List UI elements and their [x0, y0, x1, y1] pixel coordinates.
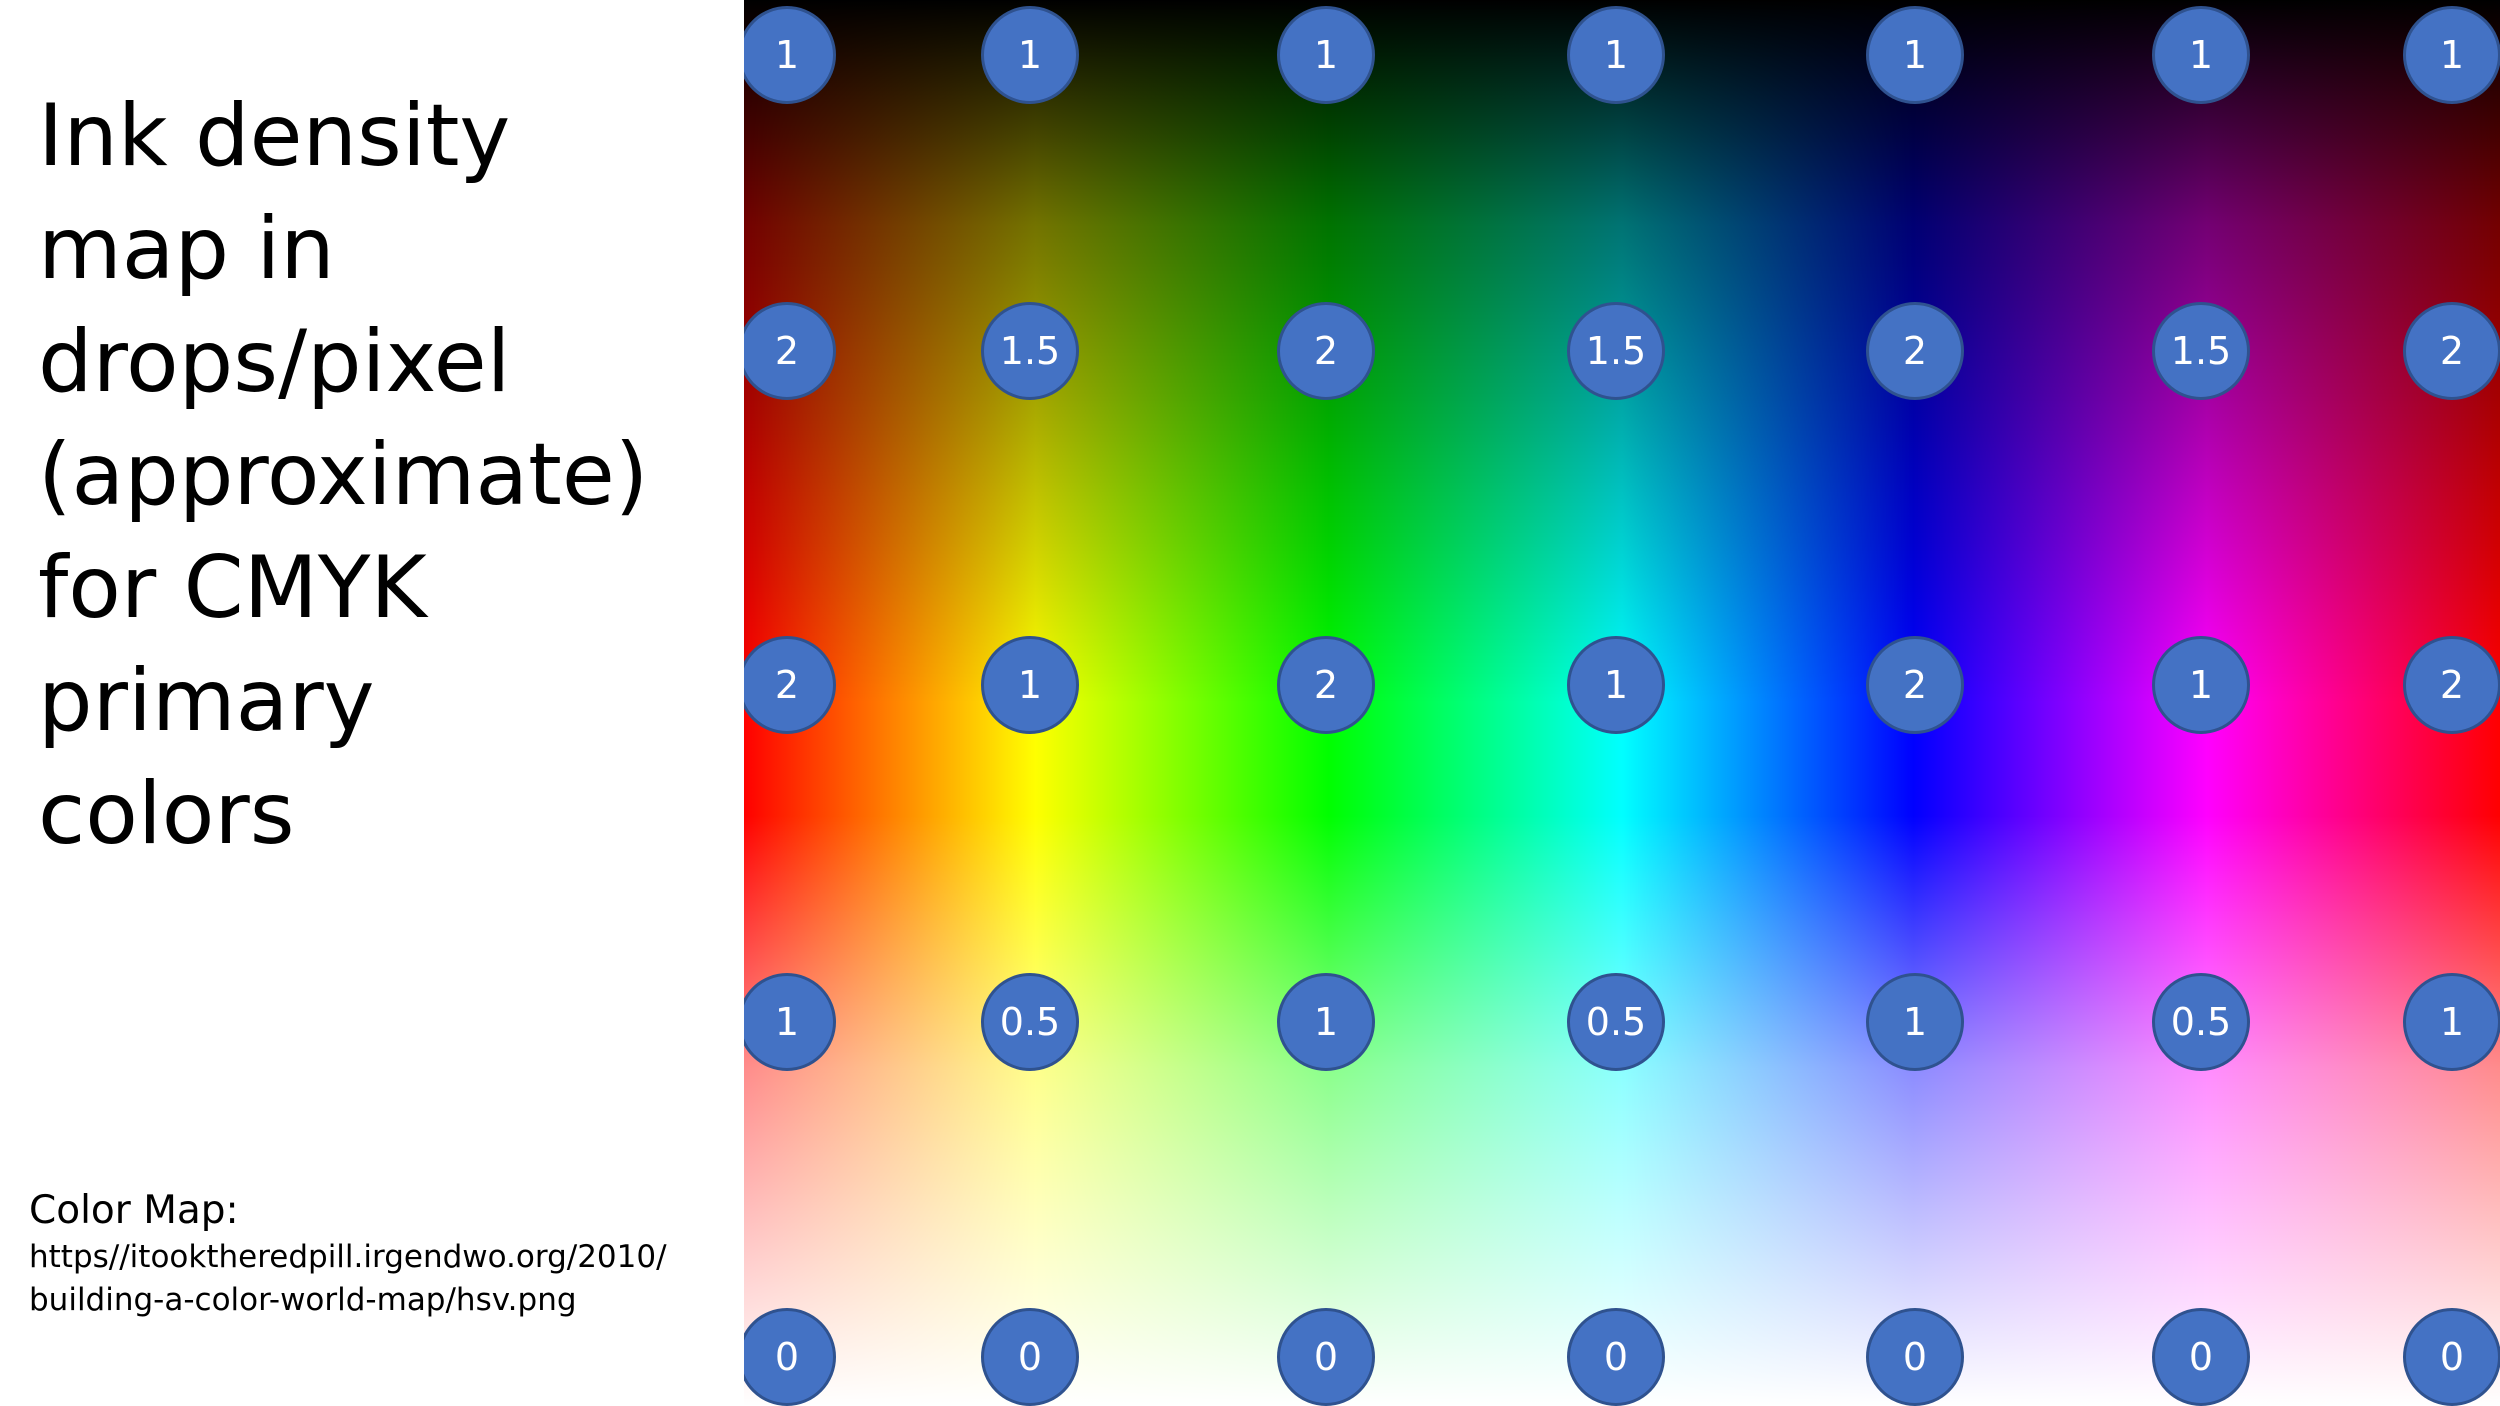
ink-density-marker: 0.5: [981, 973, 1079, 1071]
ink-density-marker: 0: [2152, 1308, 2250, 1406]
ink-density-marker: 1.5: [1567, 302, 1665, 400]
ink-density-marker: 1: [744, 6, 836, 104]
ink-density-marker: 1: [1866, 973, 1964, 1071]
ink-density-marker: 2: [744, 636, 836, 734]
ink-density-marker: 2: [2403, 302, 2500, 400]
ink-density-marker: 0: [1567, 1308, 1665, 1406]
ink-density-marker: 1: [2152, 636, 2250, 734]
ink-density-marker: 0.5: [2152, 973, 2250, 1071]
title-line: (approximate): [38, 425, 649, 525]
hsv-color-map: 1 1 1 1 1 1 1 2 1.5 2 1.5 2 1.5 2 2 1 2 1 2 1 2 1 0.5 1 0.5 1 0.5 1…: [744, 0, 2500, 1406]
ink-density-marker: 0: [1277, 1308, 1375, 1406]
title-line: colors: [38, 764, 295, 864]
source-url: https//itooktheredpill.irgendwo.org/2010…: [29, 1236, 749, 1322]
ink-density-marker: 1: [1567, 636, 1665, 734]
ink-density-marker: 1: [981, 636, 1079, 734]
title-line: map in: [38, 199, 335, 299]
source-label: Color Map:: [29, 1188, 239, 1233]
ink-density-marker: 1: [744, 973, 836, 1071]
ink-density-marker: 2: [744, 302, 836, 400]
ink-density-marker: 0: [1866, 1308, 1964, 1406]
ink-density-markers: 1 1 1 1 1 1 1 2 1.5 2 1.5 2 1.5 2 2 1 2 1 2 1 2 1 0.5 1 0.5 1 0.5 1…: [744, 0, 2500, 1406]
ink-density-marker: 1: [2403, 973, 2500, 1071]
ink-density-marker: 1: [1866, 6, 1964, 104]
title-line: Ink density: [38, 86, 511, 186]
ink-density-marker: 2: [1277, 636, 1375, 734]
ink-density-marker: 0: [2403, 1308, 2500, 1406]
title-line: drops/pixel: [38, 312, 511, 412]
ink-density-marker: 1: [981, 6, 1079, 104]
source-citation: Color Map: https//itooktheredpill.irgend…: [29, 1186, 749, 1322]
slide-title: Ink density map in drops/pixel (approxim…: [38, 80, 718, 871]
ink-density-marker: 1: [1567, 6, 1665, 104]
ink-density-marker: 2: [1866, 302, 1964, 400]
ink-density-marker: 1: [2403, 6, 2500, 104]
source-url-line: https//itooktheredpill.irgendwo.org/2010…: [29, 1239, 667, 1275]
ink-density-marker: 0: [744, 1308, 836, 1406]
ink-density-marker: 1: [1277, 6, 1375, 104]
title-line: for CMYK: [38, 538, 427, 638]
ink-density-marker: 2: [1277, 302, 1375, 400]
title-line: primary: [38, 651, 375, 751]
ink-density-marker: 0.5: [1567, 973, 1665, 1071]
ink-density-marker: 1: [2152, 6, 2250, 104]
ink-density-marker: 1.5: [981, 302, 1079, 400]
ink-density-marker: 1.5: [2152, 302, 2250, 400]
source-url-line: building-a-color-world-map/hsv.png: [29, 1282, 577, 1318]
ink-density-marker: 2: [1866, 636, 1964, 734]
ink-density-marker: 0: [981, 1308, 1079, 1406]
ink-density-marker: 1: [1277, 973, 1375, 1071]
ink-density-marker: 2: [2403, 636, 2500, 734]
